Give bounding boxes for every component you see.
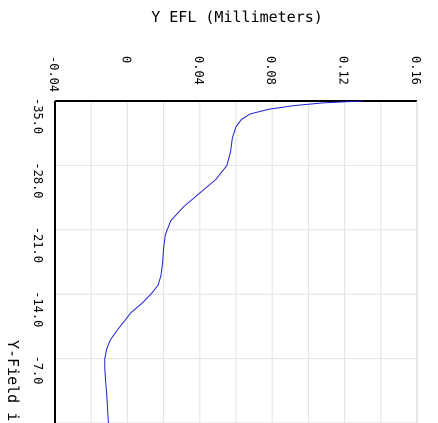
value-tick-label: 0.04 <box>192 56 206 85</box>
field-axis-label: Y-Field i <box>4 340 22 421</box>
chart-title: Y EFL (Millimeters) <box>151 8 323 26</box>
field-tick-label: -7.0 <box>31 356 45 385</box>
field-tick-label: -28.0 <box>31 162 45 198</box>
series-line <box>104 100 363 423</box>
axis-labels: Y-Field i <box>4 340 22 421</box>
field-tick-label: -21.0 <box>31 227 45 263</box>
value-tick-label: -0.04 <box>47 56 61 92</box>
series-group <box>104 100 363 423</box>
value-tick-label: 0.08 <box>264 56 278 85</box>
tick-labels: -0.04 0 0.04 0.08 0.12 0.16 -35.0 -28.0 -21.0 -14… <box>31 56 423 385</box>
value-tick-label: 0.12 <box>337 56 351 85</box>
field-tick-label: -14.0 <box>31 291 45 327</box>
value-tick-label: 0 <box>119 56 133 63</box>
field-tick-label: -35.0 <box>31 98 45 134</box>
value-tick-label: 0.16 <box>409 56 423 85</box>
